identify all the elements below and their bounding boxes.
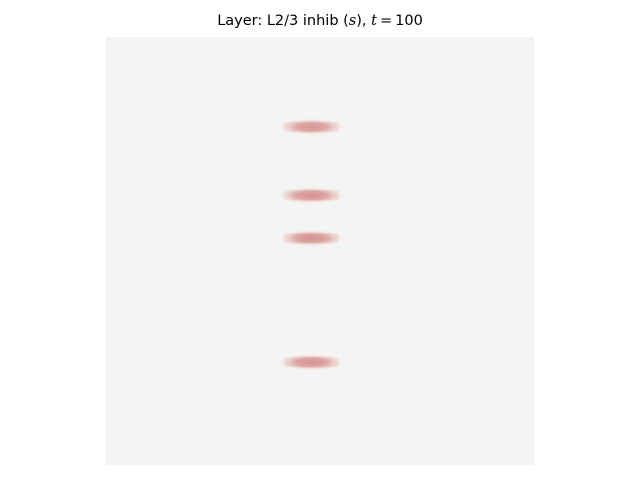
activity-blob-4-cell [308, 357, 316, 367]
activity-blob-2-cell [315, 190, 323, 200]
activity-blob-1-cell [331, 122, 339, 132]
activity-blob-4-cell [292, 357, 300, 367]
heatmap-background [106, 37, 534, 465]
activity-blob-1-cell [308, 122, 316, 132]
activity-blob-2-cell [323, 190, 331, 200]
activity-blob-4-cell [331, 357, 339, 367]
time-variable: t [371, 13, 377, 29]
activity-blob-3-cell [284, 233, 292, 243]
heatmap-canvas [106, 37, 534, 465]
figure-title: Layer: L2/3 inhib (s), t = 100 [0, 13, 640, 29]
activity-blob-3-cell [315, 233, 323, 243]
activity-blob-4-cell [323, 357, 331, 367]
title-prefix: Layer: L2/3 inhib ( [217, 13, 349, 29]
activity-blob-3-cell [300, 233, 308, 243]
activity-blob-2-cell [331, 190, 339, 200]
activity-blob-2-cell [292, 190, 300, 200]
activity-blob-1-cell [300, 122, 308, 132]
activity-blob-2-cell [284, 190, 292, 200]
title-mid: ), [356, 13, 371, 29]
activity-blob-1-cell [292, 122, 300, 132]
activity-blob-4-cell [300, 357, 308, 367]
activity-blob-1-cell [323, 122, 331, 132]
activity-blob-3-cell [292, 233, 300, 243]
activity-blob-2-cell [300, 190, 308, 200]
activity-blob-3-cell [323, 233, 331, 243]
activity-blob-3-cell [331, 233, 339, 243]
time-equals: = [380, 13, 392, 29]
activity-blob-1-cell [284, 122, 292, 132]
activity-blob-3-cell [308, 233, 316, 243]
activity-blob-4-cell [315, 357, 323, 367]
activity-heatmap [106, 37, 534, 465]
activity-blob-2-cell [308, 190, 316, 200]
time-value: 100 [395, 13, 423, 29]
activity-blob-4-cell [284, 357, 292, 367]
activity-blob-1-cell [315, 122, 323, 132]
